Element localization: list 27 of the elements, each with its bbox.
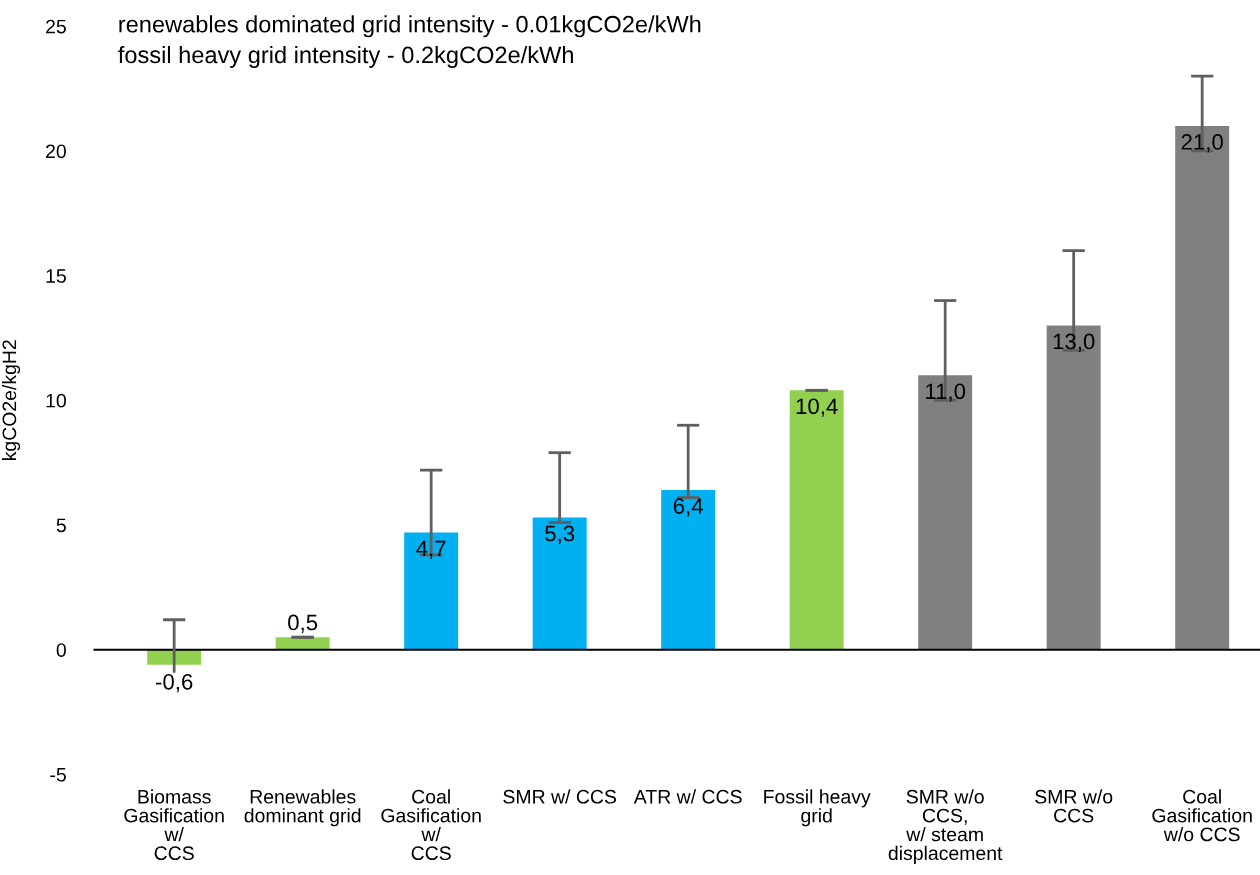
- y-tick-label: 25: [46, 19, 66, 34]
- data-label: 10,4: [796, 398, 838, 417]
- y-tick-label: 5: [56, 518, 66, 533]
- data-label: 5,3: [545, 525, 575, 544]
- x-tick-label: SMR w/ CCS: [503, 789, 617, 804]
- data-label: 11,0: [926, 383, 966, 402]
- y-tick-label: 20: [46, 144, 66, 159]
- x-tick-label: Biomass Gasification w/ CCS: [124, 789, 224, 861]
- y-tick-label: 0: [56, 643, 66, 657]
- data-label: 6,4: [673, 498, 703, 517]
- data-label: 0,5: [288, 614, 318, 633]
- x-tick-label: Fossil heavy grid: [764, 789, 871, 827]
- data-label: 21,0: [1181, 134, 1223, 153]
- x-tick-label: ATR w/ CCS: [633, 789, 742, 804]
- x-tick-label: Coal Gasification w/ CCS: [381, 789, 481, 861]
- data-label: -0,6: [156, 673, 193, 693]
- y-axis-title: kgCO2e/kgH2: [1, 340, 21, 461]
- y-tick-label: 10: [46, 393, 66, 408]
- x-tick-label: SMR w/o CCS: [1035, 789, 1113, 823]
- y-tick-label: 15: [46, 269, 66, 283]
- x-tick-label: Renewables dominant grid: [244, 789, 361, 827]
- annotation: fossil heavy grid intensity - 0.2kgCO2e/kWh: [118, 45, 573, 68]
- x-tick-label: Coal Gasification w/o CCS: [1152, 789, 1252, 842]
- y-tick-label: -5: [50, 768, 66, 782]
- annotation: renewables dominated grid intensity - 0.01kgCO2e/kWh: [119, 15, 701, 38]
- data-label: 13,0: [1053, 333, 1095, 352]
- x-tick-label: SMR w/o CCS, w/ steam displacement: [888, 789, 1003, 864]
